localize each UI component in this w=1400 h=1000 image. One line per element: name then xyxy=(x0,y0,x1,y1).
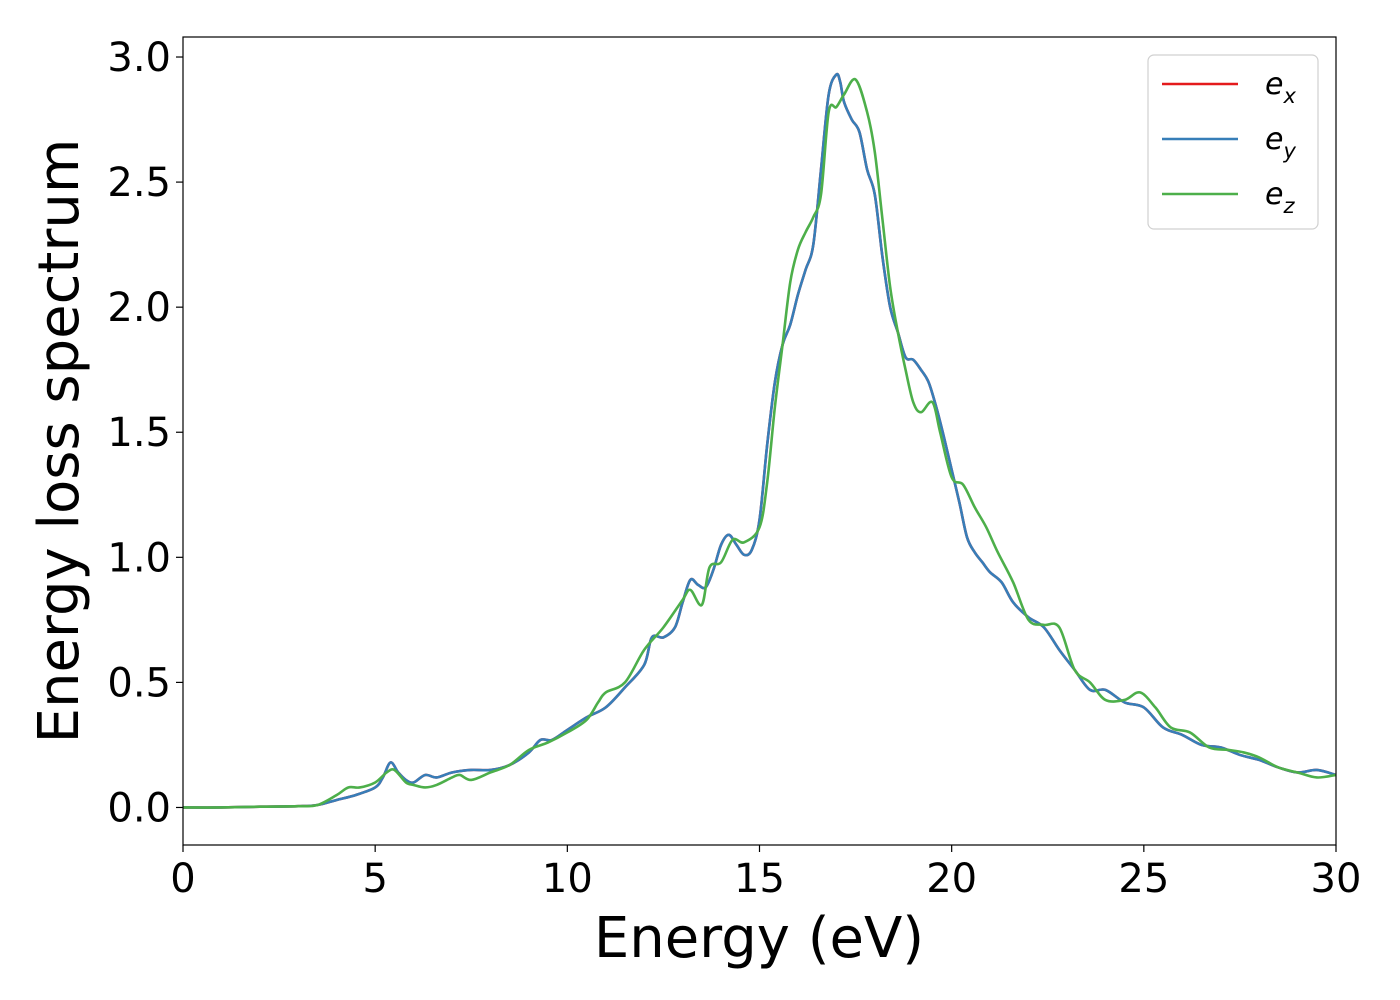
y-tick-label: 0.5 xyxy=(107,660,171,706)
x-tick-label: 5 xyxy=(362,856,387,902)
series-line-e-y xyxy=(183,72,1336,809)
legend-box xyxy=(1147,54,1319,230)
y-tick-label: 2.5 xyxy=(107,160,171,206)
x-tick-label: 15 xyxy=(734,856,785,902)
x-tick-label: 30 xyxy=(1311,856,1362,902)
x-tick-label: 0 xyxy=(170,856,195,902)
x-tick-label: 10 xyxy=(542,856,593,902)
series-layer xyxy=(183,72,1336,809)
legend-label: ey xyxy=(1265,122,1296,163)
series-line-e-z xyxy=(183,77,1336,809)
legend: ex ey ez xyxy=(1147,54,1319,230)
x-tick-label: 25 xyxy=(1118,856,1169,902)
x-axis-title: Energy (eV) xyxy=(594,906,924,971)
x-axis-ticks: 0 5 10 15 20 25 30 xyxy=(170,845,1361,902)
y-tick-label: 1.0 xyxy=(107,535,171,581)
plot-area xyxy=(183,37,1336,845)
legend-label: ez xyxy=(1265,177,1295,218)
y-tick-label: 2.0 xyxy=(107,285,171,331)
legend-label: ex xyxy=(1265,67,1296,108)
x-tick-label: 20 xyxy=(926,856,977,902)
y-axis-ticks: 0.0 0.5 1.0 1.5 2.0 2.5 3.0 xyxy=(107,35,183,831)
y-tick-label: 0.0 xyxy=(107,785,171,831)
y-axis-title: Energy loss spectrum xyxy=(27,139,92,744)
y-tick-label: 3.0 xyxy=(107,35,171,81)
y-tick-label: 1.5 xyxy=(107,410,171,456)
